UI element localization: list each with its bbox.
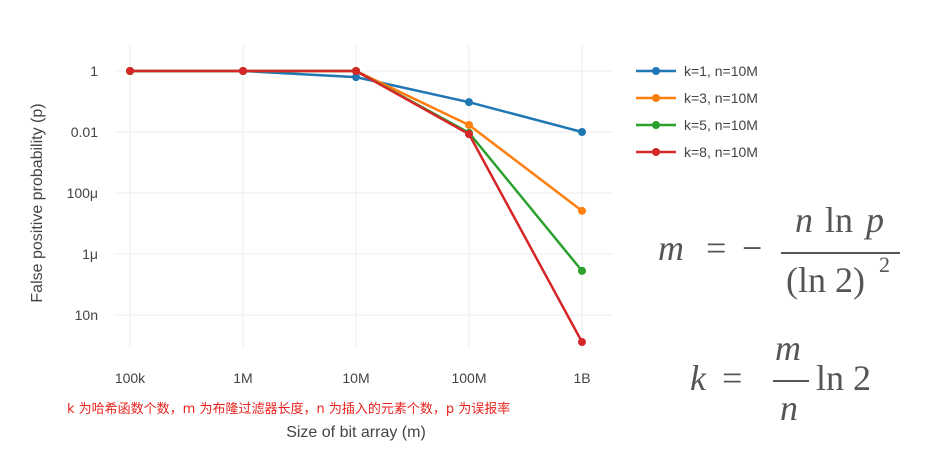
- k-formula-denominator: n: [780, 388, 798, 428]
- y-axis-ticks: 1 0.01 100μ 1μ 10n: [67, 63, 99, 323]
- m-formula-minus: −: [742, 228, 762, 268]
- m-formula-numerator-p: p: [863, 200, 884, 240]
- k-formula-numerator: m: [775, 328, 801, 368]
- y-tick-label: 0.01: [71, 124, 98, 140]
- x-axis-ticks: 100k 1M 10M 100M 1B: [115, 370, 591, 386]
- y-tick-label: 1μ: [82, 246, 98, 262]
- m-formula: m = − n ln p (ln 2) 2: [658, 200, 900, 300]
- y-tick-label: 1: [90, 63, 98, 79]
- data-point: [578, 128, 586, 136]
- x-tick-label: 100M: [451, 370, 486, 386]
- data-point: [578, 338, 586, 347]
- legend-label: k=5, n=10M: [684, 117, 758, 133]
- data-point: [465, 130, 473, 139]
- legend: k=1, n=10M k=3, n=10M k=5, n=10M k=8, n=10M: [636, 63, 758, 160]
- m-formula-equals: =: [706, 228, 726, 268]
- legend-item: k=8, n=10M: [636, 144, 758, 160]
- legend-label: k=8, n=10M: [684, 144, 758, 160]
- m-formula-exponent: 2: [879, 252, 890, 277]
- data-point: [465, 98, 473, 107]
- m-formula-lhs: m: [658, 228, 684, 268]
- m-formula-numerator-n: n: [795, 200, 813, 240]
- m-formula-numerator-ln: ln: [825, 200, 853, 240]
- data-point: [352, 67, 360, 75]
- series-4: [126, 67, 586, 347]
- data-point: [578, 266, 586, 275]
- data-point: [352, 73, 360, 82]
- legend-swatch-marker: [652, 148, 660, 156]
- data-point: [239, 67, 247, 75]
- data-point: [126, 67, 134, 75]
- legend-item: k=5, n=10M: [636, 117, 758, 133]
- legend-label: k=3, n=10M: [684, 90, 758, 106]
- x-tick-label: 10M: [342, 370, 369, 386]
- data-point: [578, 206, 586, 215]
- k-formula-equals: =: [722, 358, 742, 398]
- legend-swatch-marker: [652, 121, 660, 129]
- x-tick-label: 1B: [573, 370, 590, 386]
- data-point: [465, 120, 473, 129]
- k-formula-lhs: k: [690, 358, 707, 398]
- annotation-note: k 为哈希函数个数，m 为布隆过滤器长度，n 为插入的元素个数，p 为误报率: [67, 401, 510, 417]
- k-formula-tail: ln 2: [816, 358, 871, 398]
- legend-swatch-marker: [652, 94, 660, 102]
- legend-label: k=1, n=10M: [684, 63, 758, 79]
- legend-swatch-marker: [652, 67, 660, 75]
- x-tick-label: 1M: [233, 370, 252, 386]
- y-tick-label: 10n: [75, 307, 98, 323]
- k-formula: k = m n ln 2: [690, 328, 871, 428]
- x-axis-title: Size of bit array (m): [286, 424, 426, 441]
- legend-item: k=3, n=10M: [636, 90, 758, 106]
- legend-item: k=1, n=10M: [636, 63, 758, 79]
- series-lines: [126, 67, 586, 347]
- y-axis-title: False positive probability (p): [29, 103, 46, 302]
- y-tick-label: 100μ: [67, 185, 98, 201]
- x-tick-label: 100k: [115, 370, 146, 386]
- m-formula-denominator: (ln 2): [786, 260, 865, 300]
- grid: [114, 45, 612, 348]
